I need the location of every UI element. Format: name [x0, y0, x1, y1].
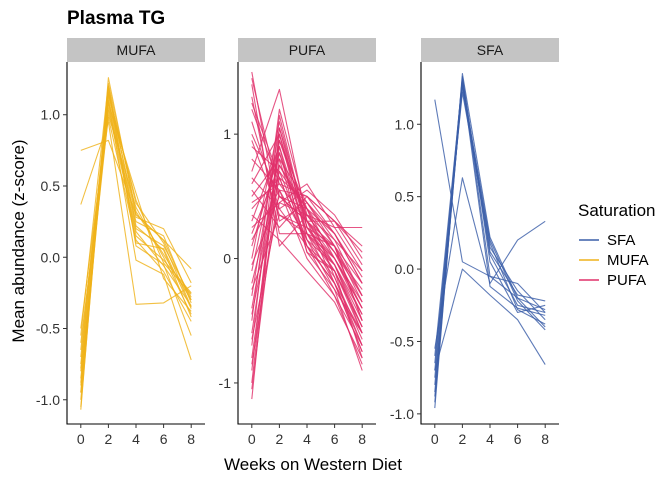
y-tick-label-sfa: 0.0	[395, 261, 415, 277]
strip-label-pufa: PUFA	[289, 42, 326, 58]
panel-pufa: PUFA -1 0 1 0 2 4 6 8	[219, 38, 376, 447]
strip-sfa	[421, 38, 559, 62]
legend: Saturation SFA MUFA PUFA	[578, 201, 656, 289]
series-line-pufa-36	[251, 214, 363, 321]
y-tick-label-mufa: 0.5	[41, 178, 61, 194]
x-tick-label-sfa: 0	[431, 431, 439, 447]
y-tick-label-pufa: -1	[219, 375, 232, 391]
x-tick-label-sfa: 4	[486, 431, 494, 447]
legend-label-pufa: PUFA	[607, 272, 646, 289]
y-tick-label-pufa: 1	[223, 126, 231, 142]
panel-mufa: MUFA -1.0 -0.5 0.0 0.5 1.0 0 2 4 6 8	[36, 38, 205, 447]
y-tick-label-mufa: 0.0	[41, 249, 61, 265]
series-line-pufa-41	[251, 102, 363, 328]
series-line-pufa-42	[251, 140, 363, 309]
strip-pufa	[238, 38, 376, 62]
series-line-sfa-12	[434, 80, 546, 356]
y-tick-label-mufa: -1.0	[36, 392, 60, 408]
y-tick-label-sfa: -1.0	[390, 406, 414, 422]
x-tick-label-mufa: 6	[160, 431, 168, 447]
y-tick-label-sfa: 0.5	[395, 189, 415, 205]
series-line-mufa-17	[80, 94, 192, 369]
series-line-pufa-32	[251, 214, 363, 359]
panel-pufa-plot-area: PUFA -1 0 1 0 2 4 6 8	[219, 38, 376, 447]
x-tick-label-mufa: 4	[132, 431, 140, 447]
x-tick-label-pufa: 0	[248, 431, 256, 447]
x-tick-label-sfa: 2	[459, 431, 467, 447]
x-tick-label-pufa: 2	[276, 431, 284, 447]
y-tick-label-mufa: 1.0	[41, 107, 61, 123]
series-line-pufa-39	[251, 189, 363, 365]
y-axis-title: Mean abundance (z-score)	[9, 139, 28, 342]
strip-label-mufa: MUFA	[117, 42, 157, 58]
panel-sfa-plot-area: SFA -1.0 -0.5 0.0 0.5 1.0 0 2 4 6 8	[390, 38, 559, 447]
x-tick-label-mufa: 0	[77, 431, 85, 447]
strip-mufa	[67, 38, 205, 62]
series-line-mufa-16	[80, 101, 192, 393]
legend-label-sfa: SFA	[607, 232, 635, 249]
x-tick-label-pufa: 6	[331, 431, 339, 447]
strip-label-sfa: SFA	[477, 42, 504, 58]
series-line-sfa-11	[434, 268, 546, 371]
series-line-pufa-35	[251, 195, 363, 284]
series-line-mufa-2	[80, 121, 192, 305]
y-tick-label-sfa: 1.0	[395, 116, 415, 132]
y-tick-label-sfa: -0.5	[390, 333, 414, 349]
x-axis-title: Weeks on Western Diet	[224, 455, 402, 474]
series-line-mufa-15	[80, 91, 192, 383]
series-line-pufa-40	[251, 78, 363, 353]
chart-title: Plasma TG	[67, 8, 165, 29]
legend-label-mufa: MUFA	[607, 252, 649, 269]
x-tick-label-pufa: 8	[358, 431, 366, 447]
x-tick-label-mufa: 2	[105, 431, 113, 447]
y-tick-label-mufa: -0.5	[36, 321, 60, 337]
panel-mufa-plot-area: MUFA -1.0 -0.5 0.0 0.5 1.0 0 2 4 6 8	[36, 38, 205, 447]
series-line-pufa-29	[251, 177, 363, 259]
series-line-sfa-9	[434, 77, 546, 371]
x-tick-label-pufa: 4	[303, 431, 311, 447]
series-line-pufa-33	[251, 183, 363, 272]
x-tick-label-sfa: 6	[514, 431, 522, 447]
legend-title: Saturation	[578, 201, 656, 220]
series-line-sfa-10	[434, 91, 546, 364]
panel-sfa: SFA -1.0 -0.5 0.0 0.5 1.0 0 2 4 6 8	[390, 38, 559, 447]
x-tick-label-mufa: 8	[187, 431, 195, 447]
series-line-pufa-34	[251, 189, 363, 346]
y-tick-label-pufa: 0	[223, 251, 231, 267]
x-tick-label-sfa: 8	[541, 431, 549, 447]
series-line-mufa-18	[80, 85, 192, 407]
